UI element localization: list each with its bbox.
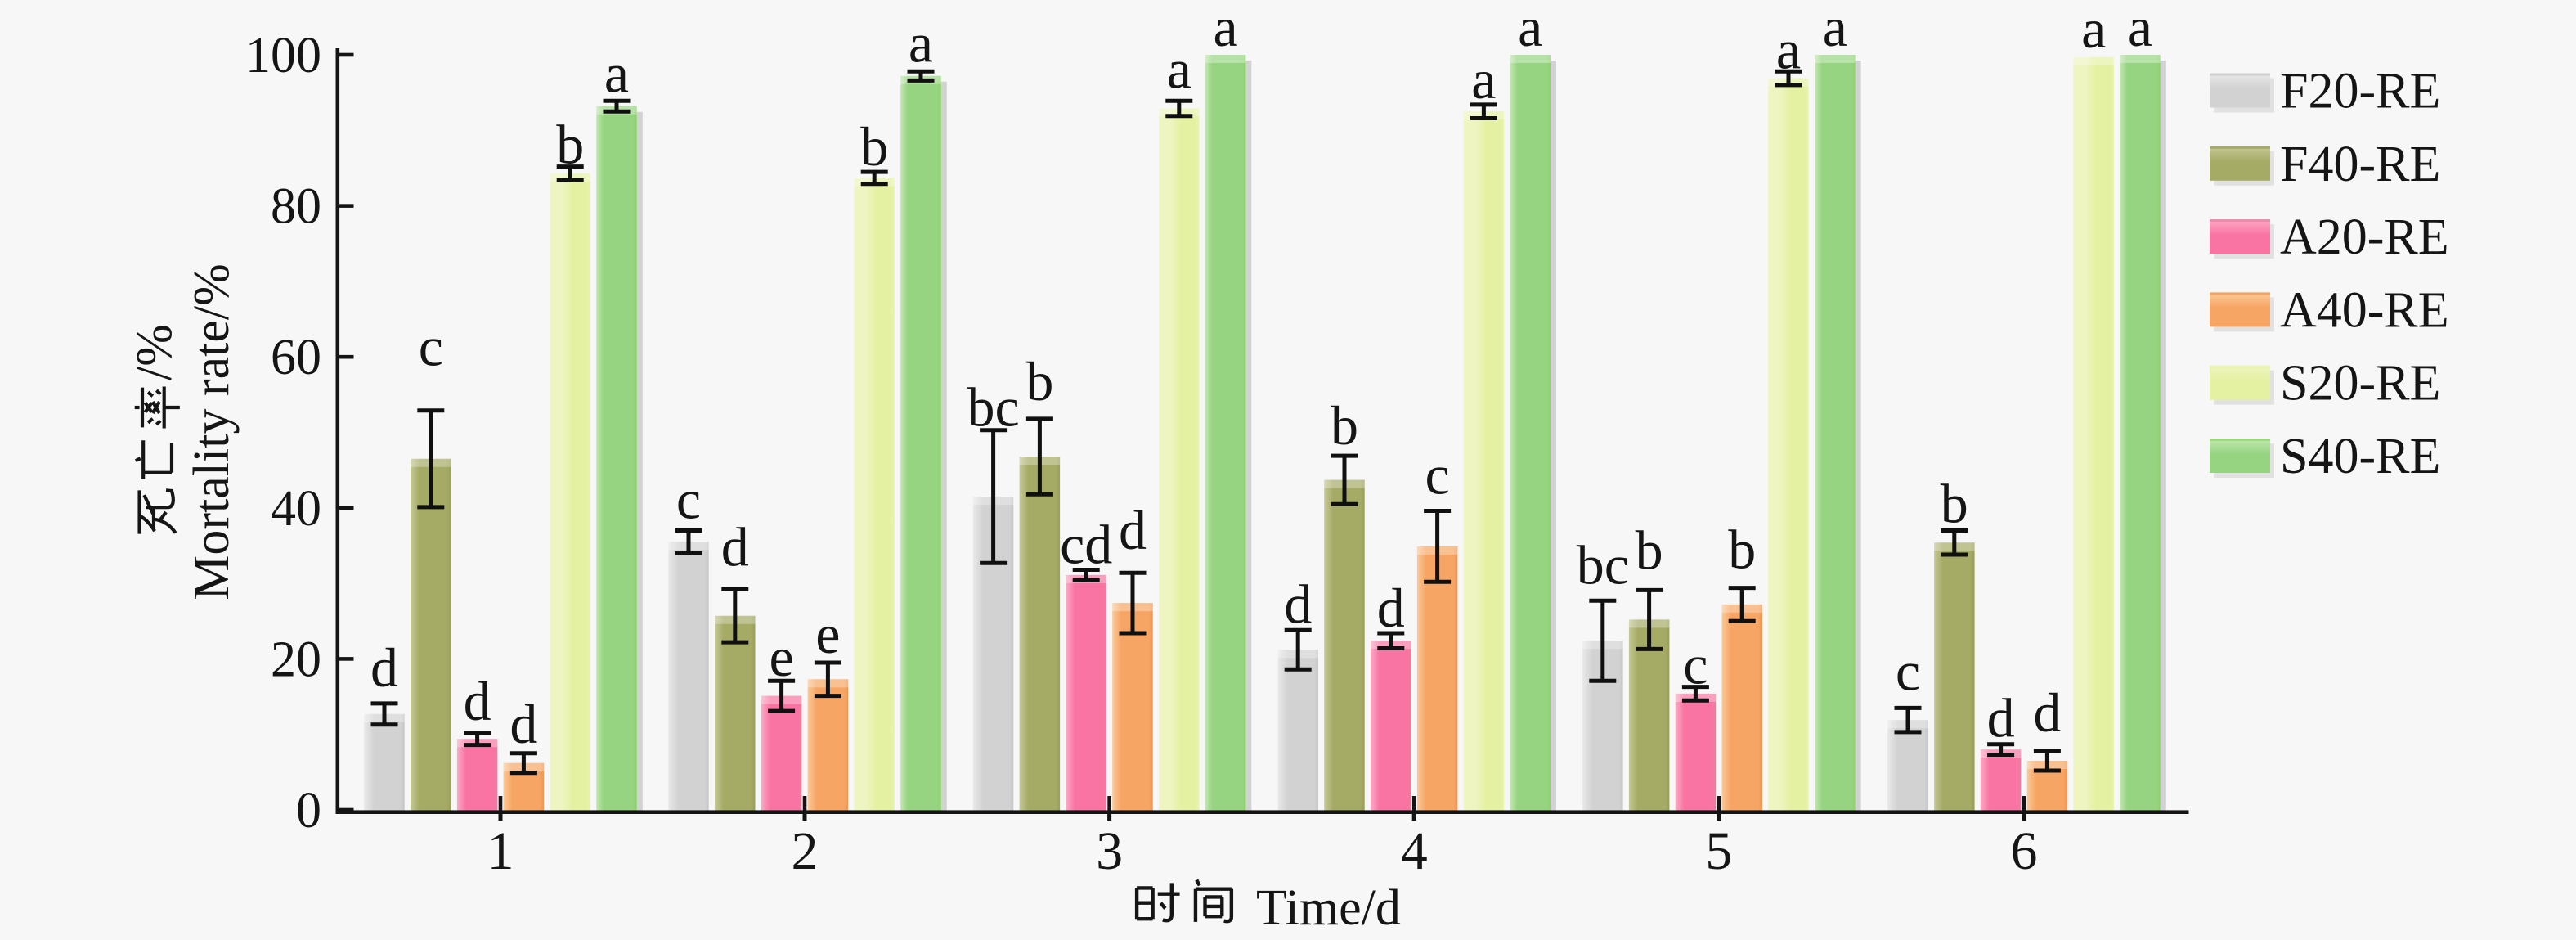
svg-text:bc: bc (1577, 533, 1629, 596)
svg-text:c: c (1683, 634, 1708, 696)
svg-text:b: b (1728, 519, 1756, 581)
svg-text:a: a (1823, 0, 1847, 58)
svg-text:3: 3 (1096, 821, 1123, 881)
svg-text:b: b (1331, 394, 1358, 457)
svg-text:b: b (1025, 350, 1053, 412)
svg-text:e: e (815, 603, 840, 665)
svg-text:a: a (2081, 0, 2106, 60)
svg-text:80: 80 (271, 179, 321, 235)
svg-text:1: 1 (487, 821, 514, 881)
svg-text:100: 100 (245, 28, 321, 83)
svg-text:c: c (419, 316, 443, 378)
svg-text:/%: /% (127, 324, 182, 380)
svg-text:4: 4 (1401, 821, 1428, 881)
svg-text:0: 0 (296, 783, 321, 839)
svg-text:b: b (556, 114, 584, 176)
svg-text:F20-RE: F20-RE (2280, 64, 2440, 119)
svg-text:a: a (1214, 0, 1238, 58)
svg-text:d: d (721, 516, 749, 578)
svg-text:b: b (860, 115, 888, 178)
svg-text:d: d (1119, 499, 1147, 561)
svg-text:d: d (2033, 681, 2061, 744)
svg-text:2: 2 (792, 821, 819, 881)
svg-text:Mortality rate/%: Mortality rate/% (184, 263, 240, 600)
svg-text:d: d (370, 636, 398, 699)
svg-text:40: 40 (271, 481, 321, 537)
svg-text:A20-RE: A20-RE (2280, 209, 2449, 265)
svg-text:a: a (2128, 0, 2152, 58)
svg-text:b: b (1941, 473, 1968, 535)
svg-text:S40-RE: S40-RE (2280, 429, 2440, 484)
svg-text:bc: bc (967, 376, 1020, 439)
svg-text:c: c (1425, 444, 1450, 506)
svg-text:a: a (604, 42, 629, 104)
svg-text:Time/d: Time/d (1256, 880, 1401, 936)
svg-text:cd: cd (1060, 514, 1112, 576)
svg-text:a: a (1776, 18, 1801, 80)
svg-text:d: d (464, 670, 491, 732)
svg-text:20: 20 (271, 632, 321, 687)
svg-text:d: d (1284, 573, 1312, 635)
svg-text:a: a (909, 11, 933, 74)
svg-text:F40-RE: F40-RE (2280, 137, 2440, 192)
svg-text:a: a (1518, 0, 1542, 58)
svg-text:d: d (1987, 687, 2015, 749)
svg-text:b: b (1636, 519, 1663, 581)
svg-text:d: d (509, 693, 537, 755)
svg-text:a: a (1167, 38, 1192, 100)
svg-text:d: d (1377, 577, 1405, 639)
svg-text:c: c (676, 469, 701, 531)
svg-text:A40-RE: A40-RE (2280, 282, 2449, 338)
svg-text:c: c (1896, 640, 1920, 702)
svg-text:e: e (770, 626, 794, 688)
svg-text:5: 5 (1705, 821, 1732, 881)
svg-text:6: 6 (2011, 821, 2038, 881)
svg-text:a: a (1471, 48, 1496, 110)
svg-text:S20-RE: S20-RE (2280, 356, 2440, 412)
svg-text:60: 60 (271, 330, 321, 385)
